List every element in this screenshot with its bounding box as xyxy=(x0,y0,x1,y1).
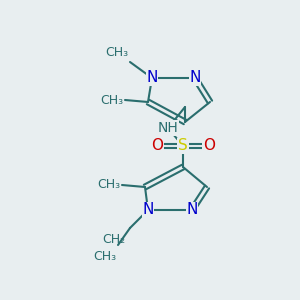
Text: NH: NH xyxy=(158,121,178,135)
Text: N: N xyxy=(146,70,158,86)
Text: O: O xyxy=(151,139,163,154)
Text: N: N xyxy=(142,202,154,217)
Text: CH₃: CH₃ xyxy=(105,46,128,59)
Text: CH₂: CH₂ xyxy=(102,233,125,246)
Text: CH₃: CH₃ xyxy=(97,178,120,191)
Text: O: O xyxy=(203,139,215,154)
Text: S: S xyxy=(178,139,188,154)
Text: CH₃: CH₃ xyxy=(100,94,123,106)
Text: CH₃: CH₃ xyxy=(93,250,116,263)
Text: N: N xyxy=(186,202,198,217)
Text: N: N xyxy=(189,70,201,86)
